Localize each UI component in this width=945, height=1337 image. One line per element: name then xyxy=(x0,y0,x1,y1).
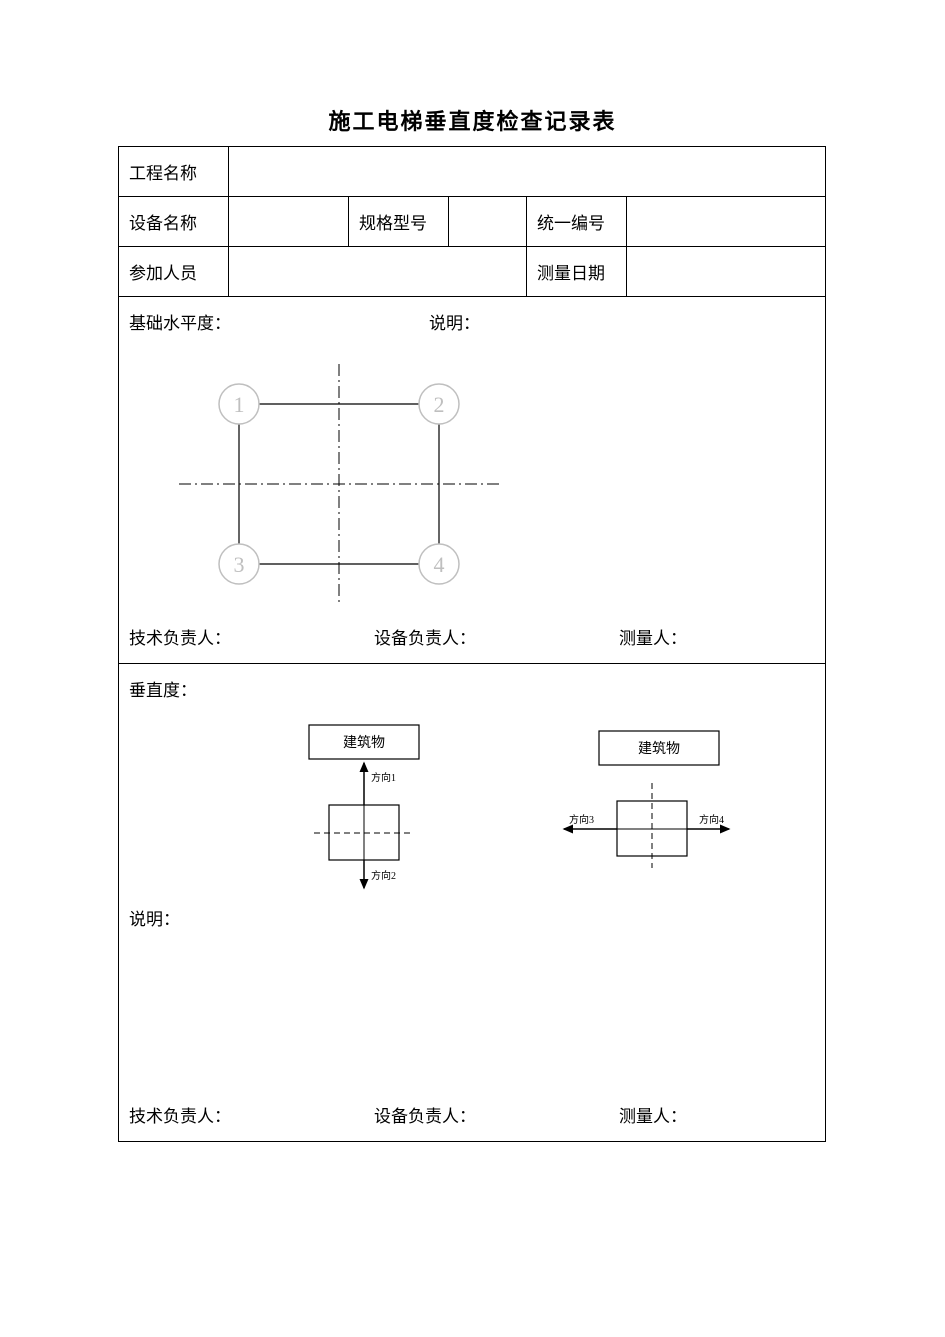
panel-foundation-level: 基础水平度： 说明： 1 xyxy=(119,297,825,664)
label-description-1: 说明： xyxy=(429,309,480,334)
value-equipment xyxy=(229,197,349,246)
label-description-2: 说明： xyxy=(119,893,825,942)
row-people: 参加人员 测量日期 xyxy=(119,247,825,297)
dir2-label: 方向2 xyxy=(371,869,396,882)
diagram-foundation: 1 2 3 4 xyxy=(159,354,825,614)
label-people: 参加人员 xyxy=(119,247,229,296)
label-date: 测量日期 xyxy=(527,247,627,296)
label-id: 统一编号 xyxy=(527,197,627,246)
sig-tech-1: 技术负责人： xyxy=(129,624,374,649)
sig-measure-2: 测量人： xyxy=(619,1102,815,1127)
label-verticality: 垂直度： xyxy=(119,664,825,713)
node-4-label: 4 xyxy=(434,552,445,577)
value-project xyxy=(229,147,825,196)
sig-equip-2: 设备负责人： xyxy=(374,1102,619,1127)
value-date xyxy=(627,247,825,296)
sig-equip-1: 设备负责人： xyxy=(374,624,619,649)
panel-verticality: 垂直度： 建筑物 方向1 方 xyxy=(119,664,825,1141)
label-equipment: 设备名称 xyxy=(119,197,229,246)
node-3-label: 3 xyxy=(234,552,245,577)
form-table: 工程名称 设备名称 规格型号 统一编号 参加人员 测量日期 基础水平度： 说明： xyxy=(118,146,826,1142)
row-project: 工程名称 xyxy=(119,147,825,197)
page-title: 施工电梯垂直度检查记录表 xyxy=(0,104,945,136)
sig-tech-2: 技术负责人： xyxy=(129,1102,374,1127)
signatures-2: 技术负责人： 设备负责人： 测量人： xyxy=(119,1092,825,1141)
label-spec: 规格型号 xyxy=(349,197,449,246)
building-label-left: 建筑物 xyxy=(343,735,385,751)
node-1-label: 1 xyxy=(234,392,245,417)
value-spec xyxy=(449,197,527,246)
row-equipment: 设备名称 规格型号 统一编号 xyxy=(119,197,825,247)
diagram-verticality: 建筑物 方向1 方向2 建筑物 方向3 xyxy=(229,713,825,893)
sig-measure-1: 测量人： xyxy=(619,624,815,649)
value-people xyxy=(229,247,527,296)
dir1-label: 方向1 xyxy=(371,771,396,784)
value-id xyxy=(627,197,825,246)
dir4-label: 方向4 xyxy=(699,813,724,826)
dir3-label: 方向3 xyxy=(569,813,594,826)
signatures-1: 技术负责人： 设备负责人： 测量人： xyxy=(119,614,825,663)
node-2-label: 2 xyxy=(434,392,445,417)
building-label-right: 建筑物 xyxy=(638,741,680,757)
page: 施工电梯垂直度检查记录表 工程名称 设备名称 规格型号 统一编号 参加人员 测量… xyxy=(0,0,945,1337)
label-foundation-level: 基础水平度： xyxy=(129,309,429,334)
label-project: 工程名称 xyxy=(119,147,229,196)
